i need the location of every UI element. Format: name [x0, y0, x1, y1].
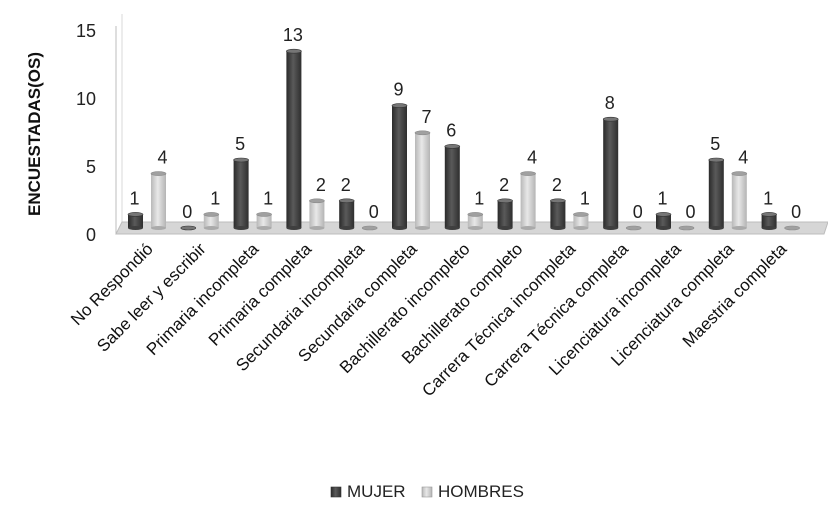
data-label-hombres: 0	[633, 202, 643, 222]
data-label-hombres: 0	[791, 202, 801, 222]
data-label-mujer: 2	[341, 175, 351, 195]
legend-label: MUJER	[347, 482, 406, 501]
data-label-hombres: 1	[474, 188, 484, 208]
data-label-hombres: 1	[210, 188, 220, 208]
bar-hombres	[731, 171, 748, 230]
y-tick-label: 5	[86, 157, 96, 177]
bar-mujer	[497, 198, 513, 230]
legend-swatch	[421, 486, 433, 498]
bar-hombres	[573, 212, 589, 230]
data-label-mujer: 5	[235, 134, 245, 154]
legend-item-hombres: HOMBRES	[421, 482, 524, 501]
data-label-hombres: 2	[316, 175, 326, 195]
bar-mujer	[180, 225, 197, 231]
legend-label: HOMBRES	[438, 482, 524, 501]
data-label-hombres: 0	[685, 202, 695, 222]
y-tick-label: 0	[86, 225, 96, 245]
bar-mujer	[286, 48, 302, 230]
data-label-hombres: 4	[738, 148, 748, 168]
bar-hombres	[678, 225, 695, 231]
data-label-mujer: 5	[710, 134, 720, 154]
bar-hombres	[361, 225, 378, 231]
bar-hombres	[414, 130, 431, 230]
x-tick-label: Maestria completa	[679, 239, 791, 351]
legend-swatch	[330, 486, 342, 498]
bar-mujer	[338, 198, 355, 230]
bar-hombres	[520, 171, 536, 230]
bar-mujer	[602, 116, 619, 230]
bar-mujer	[655, 212, 672, 230]
bar-hombres	[784, 225, 800, 231]
data-label-mujer: 1	[657, 188, 667, 208]
data-label-hombres: 0	[369, 202, 379, 222]
bar-mujer	[233, 157, 249, 230]
data-label-hombres: 4	[527, 148, 537, 168]
bar-mujer	[444, 144, 461, 230]
y-tick-label: 15	[76, 21, 96, 41]
bar-hombres	[150, 171, 167, 230]
y-tick-label: 10	[76, 89, 96, 109]
data-label-mujer: 1	[129, 188, 139, 208]
bar-hombres	[625, 225, 642, 231]
data-label-mujer: 9	[393, 80, 403, 100]
bar-hombres	[467, 212, 484, 230]
data-label-hombres: 7	[421, 107, 431, 127]
data-label-mujer: 8	[605, 93, 615, 113]
bar-mujer	[550, 198, 566, 230]
y-axis-title: ENCUESTADAS(OS)	[25, 52, 44, 216]
bar-mujer	[708, 157, 725, 230]
data-label-mujer: 2	[552, 175, 562, 195]
bar-mujer	[127, 212, 144, 230]
data-label-mujer: 6	[446, 120, 456, 140]
data-label-hombres: 4	[157, 148, 167, 168]
data-label-mujer: 0	[182, 202, 192, 222]
bar-hombres	[309, 198, 325, 230]
data-label-mujer: 2	[499, 175, 509, 195]
bar-mujer	[391, 103, 408, 230]
bar-hombres	[256, 212, 272, 230]
data-label-mujer: 13	[283, 25, 303, 45]
bar-mujer	[761, 212, 777, 230]
legend-item-mujer: MUJER	[330, 482, 406, 501]
data-label-hombres: 1	[580, 188, 590, 208]
data-label-hombres: 1	[263, 188, 273, 208]
bar-hombres	[203, 212, 220, 230]
data-label-mujer: 1	[763, 188, 773, 208]
